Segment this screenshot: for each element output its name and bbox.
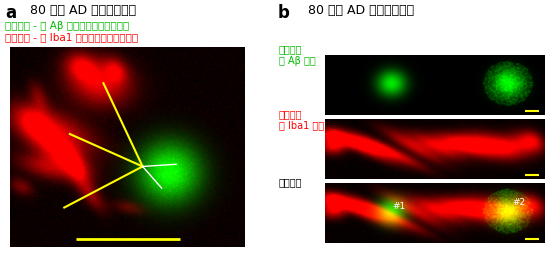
Text: 蛍光標識 - 抗 Aβ 抗体（アミロイド斑）: 蛍光標識 - 抗 Aβ 抗体（アミロイド斑） (5, 21, 129, 31)
Text: 蛍光標識 - 抗 Iba1 抗体（ミクログリア）: 蛍光標識 - 抗 Iba1 抗体（ミクログリア） (5, 32, 138, 42)
Text: 蛍光標識
抗 Aβ 抗体: 蛍光標識 抗 Aβ 抗体 (279, 44, 316, 66)
Text: 80 週齢 AD モデルマウス: 80 週齢 AD モデルマウス (308, 4, 414, 17)
Text: b: b (278, 4, 290, 22)
Text: 80 週齢 AD モデルマウス: 80 週齢 AD モデルマウス (30, 4, 136, 17)
Text: #2: #2 (512, 198, 525, 206)
Text: 重ね合せ: 重ね合せ (279, 177, 303, 187)
Text: 蛍光標識
抗 Iba1 抗体: 蛍光標識 抗 Iba1 抗体 (279, 109, 324, 130)
Text: a: a (5, 4, 16, 22)
Text: #1: #1 (393, 202, 406, 211)
